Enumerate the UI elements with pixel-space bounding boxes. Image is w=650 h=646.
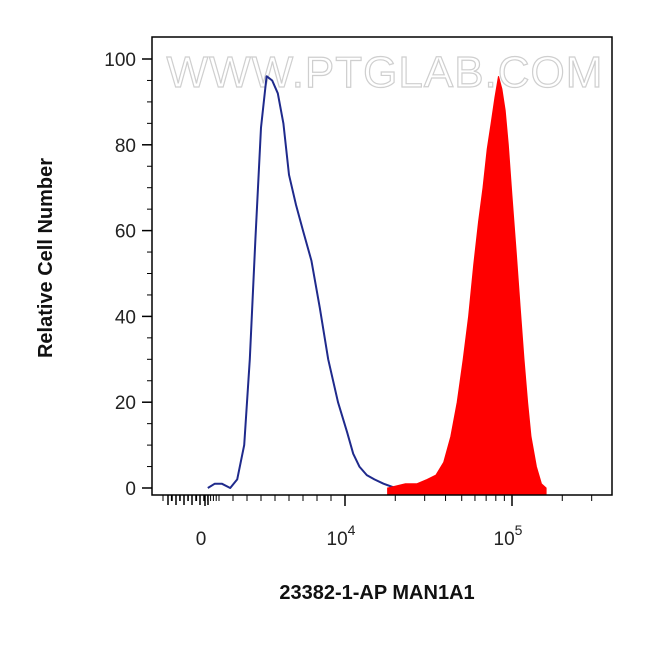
y-tick-label: 40 [115,307,136,328]
x-tick-label: 105 [494,522,523,550]
y-tick-label: 60 [115,222,136,243]
x-axis: 0 104 105 [162,495,593,550]
plot-frame [151,36,613,496]
watermark-text: WWW.PTGLAB.COM [167,48,604,97]
plot-border [151,36,613,496]
y-tick-label: 20 [115,393,136,414]
series-filled-histogram [387,76,547,495]
x-tick-label: 0 [196,529,207,550]
x-tick-label: 104 [327,522,356,550]
x-axis-title: 23382-1-AP MAN1A1 [279,582,474,604]
y-tick-label: 80 [115,136,136,157]
y-axis-title: Relative Cell Number [35,158,57,358]
y-tick-label: 0 [125,479,136,500]
y-axis: 0 20 40 60 80 100 [104,50,152,500]
y-tick-label: 100 [104,50,136,71]
plot-layer [207,75,547,495]
series-outline-histogram [207,75,406,489]
